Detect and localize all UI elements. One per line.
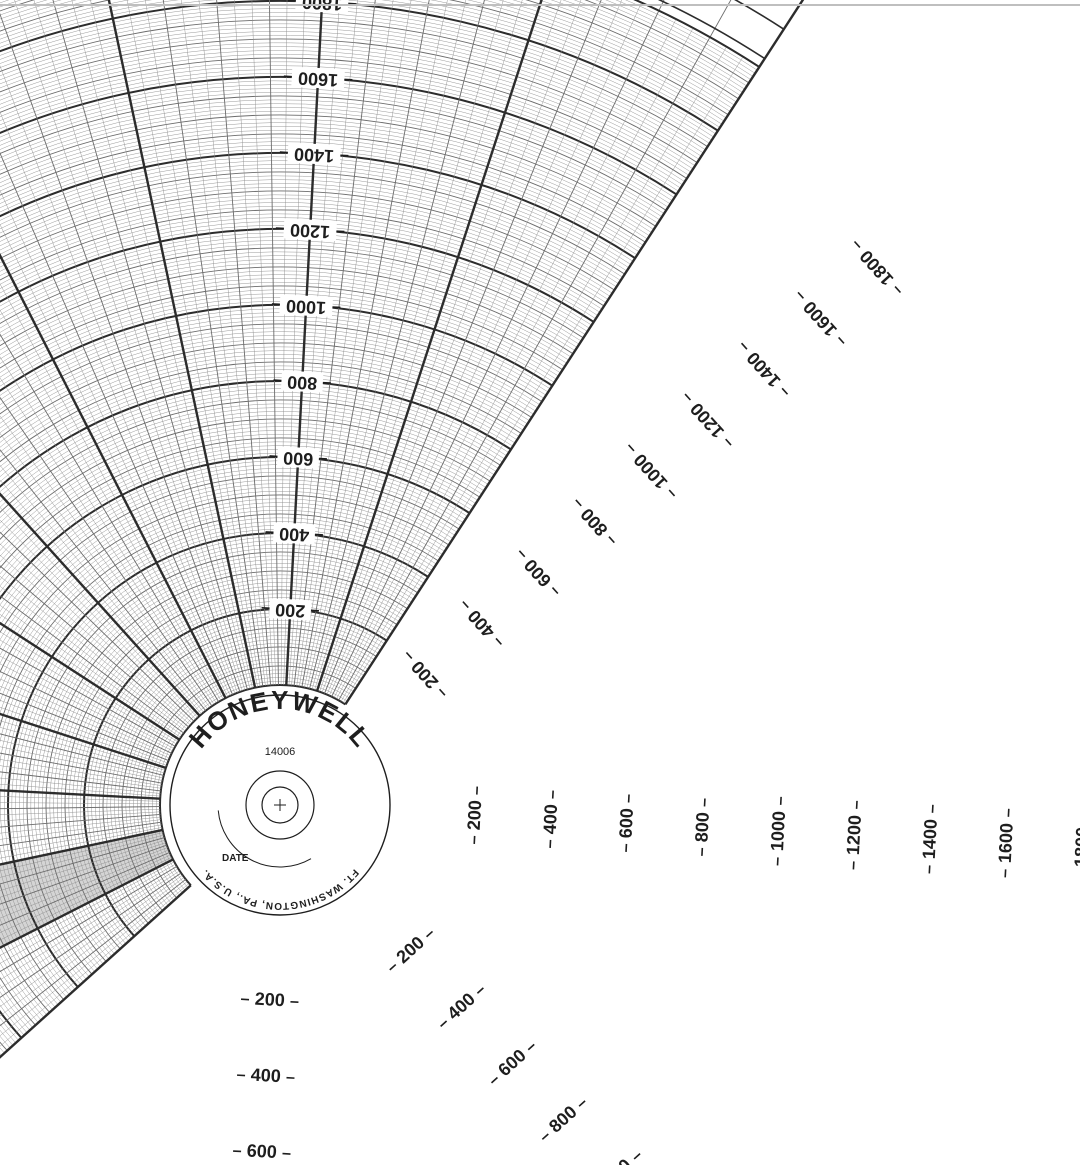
radial-value: 1400	[294, 144, 335, 166]
hub: HONEYWELL14006DATEFT. WASHINGTON, PA., U…	[170, 685, 390, 915]
radial-value: 1600	[298, 68, 339, 90]
radial-value: 800	[691, 812, 713, 843]
radial-value: 400	[250, 1065, 281, 1087]
radial-value: 400	[540, 804, 562, 835]
radial-value: 800	[287, 372, 318, 394]
radial-value-labels: 200 400 600 800 1000 1200 1400 1600 1800 200 400 60…	[203, 0, 1080, 1165]
radial-value: 1000	[286, 296, 327, 318]
radial-value: 1800	[1071, 826, 1080, 867]
radial-value: 1600	[995, 823, 1017, 864]
radial-value: 1200	[843, 815, 865, 856]
radial-value: 600	[246, 1141, 277, 1163]
radial-value: 1000	[767, 811, 789, 852]
hub-date-label: DATE	[222, 853, 249, 864]
radial-value: 600	[283, 448, 314, 470]
circular-chart-svg: 4 A.M.1530455 A.M.1530456 A.M.1530457 A.…	[0, 0, 1080, 1165]
radial-value: 200	[254, 989, 285, 1011]
time-ring	[0, 0, 806, 1165]
radial-value: 200	[464, 800, 486, 831]
radial-value: 1200	[290, 220, 331, 242]
grid	[0, 0, 759, 1165]
spokes	[0, 0, 806, 1165]
radial-value: 400	[279, 524, 310, 546]
radial-value: 200	[275, 600, 306, 622]
range-labels: 0-2000°F0-2000°F0-2000°F0-2000°F	[0, 0, 1017, 1165]
radial-value: 600	[616, 808, 638, 839]
radial-value: 1400	[919, 819, 941, 860]
radial-value: 1800	[301, 0, 342, 14]
chart-container: { "chart": { "type": "circular-recorder-…	[0, 0, 1080, 1165]
hub-partnum: 14006	[265, 746, 296, 758]
